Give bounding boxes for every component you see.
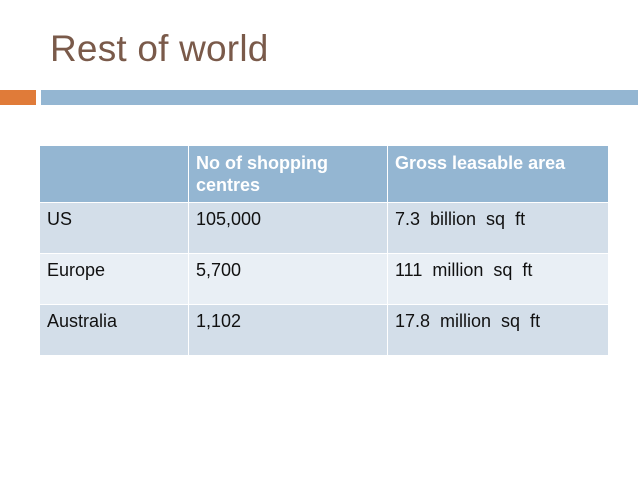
accent-bar-orange	[0, 90, 36, 105]
cell-gross-leasable-area: 17.8 million sq ft	[387, 304, 609, 356]
cell-region: Europe	[39, 253, 189, 305]
cell-region: US	[39, 202, 189, 254]
table-row: US 105,000 7.3 billion sq ft	[39, 202, 609, 254]
table-row: Europe 5,700 111 million sq ft	[39, 253, 609, 305]
header-cell-region	[39, 145, 189, 203]
cell-gross-leasable-area: 7.3 billion sq ft	[387, 202, 609, 254]
header-cell-gross-leasable-area: Gross leasable area	[387, 145, 609, 203]
accent-bar-blue	[41, 90, 638, 105]
cell-shopping-centres: 1,102	[188, 304, 388, 356]
header-cell-shopping-centres: No of shopping centres	[188, 145, 388, 203]
cell-region: Australia	[39, 304, 189, 356]
table-row: Australia 1,102 17.8 million sq ft	[39, 304, 609, 356]
shopping-centres-table: No of shopping centres Gross leasable ar…	[39, 145, 609, 356]
table-header-row: No of shopping centres Gross leasable ar…	[39, 145, 609, 203]
cell-gross-leasable-area: 111 million sq ft	[387, 253, 609, 305]
cell-shopping-centres: 105,000	[188, 202, 388, 254]
cell-shopping-centres: 5,700	[188, 253, 388, 305]
slide-title: Rest of world	[50, 28, 269, 69]
